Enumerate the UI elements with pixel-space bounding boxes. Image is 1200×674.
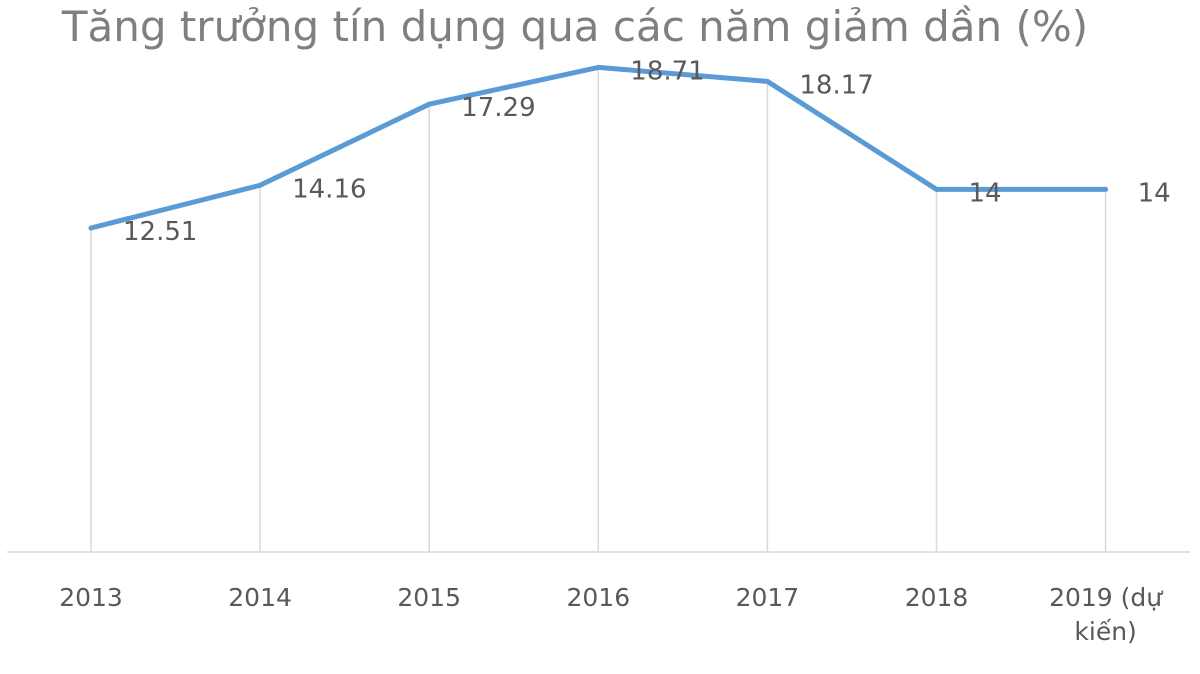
data-label: 12.51 (123, 217, 197, 247)
x-tick-label: 2015 (397, 583, 461, 612)
data-label: 14 (969, 178, 1002, 208)
data-point (764, 78, 770, 84)
x-tick-label: 2018 (905, 583, 969, 612)
data-point (595, 64, 601, 70)
data-label: 18.17 (799, 70, 873, 100)
data-point (1103, 186, 1109, 192)
data-label: 14 (1138, 178, 1171, 208)
x-tick-labels: 2013 2014 2015 2016 2017 2018 2019 (dự kiến) (59, 583, 1163, 646)
data-label: 18.71 (630, 56, 704, 86)
data-point (426, 101, 432, 107)
x-tick-label: 2014 (228, 583, 292, 612)
data-label: 14.16 (292, 174, 366, 204)
chart-title: Tăng trưởng tín dụng qua các năm giảm dầ… (61, 2, 1089, 51)
data-point (257, 182, 263, 188)
x-tick-label: 2013 (59, 583, 123, 612)
data-labels: 12.51 14.16 17.29 18.71 18.17 14 14 (123, 56, 1171, 247)
data-label: 17.29 (461, 93, 535, 123)
data-point (934, 186, 939, 192)
gridlines (90, 67, 1107, 552)
data-point (88, 225, 94, 231)
x-tick-label: 2019 (dự kiến) (1049, 583, 1163, 646)
x-tick-label: 2016 (566, 583, 630, 612)
x-tick-label: 2017 (736, 583, 800, 612)
series-layer (88, 64, 1109, 231)
